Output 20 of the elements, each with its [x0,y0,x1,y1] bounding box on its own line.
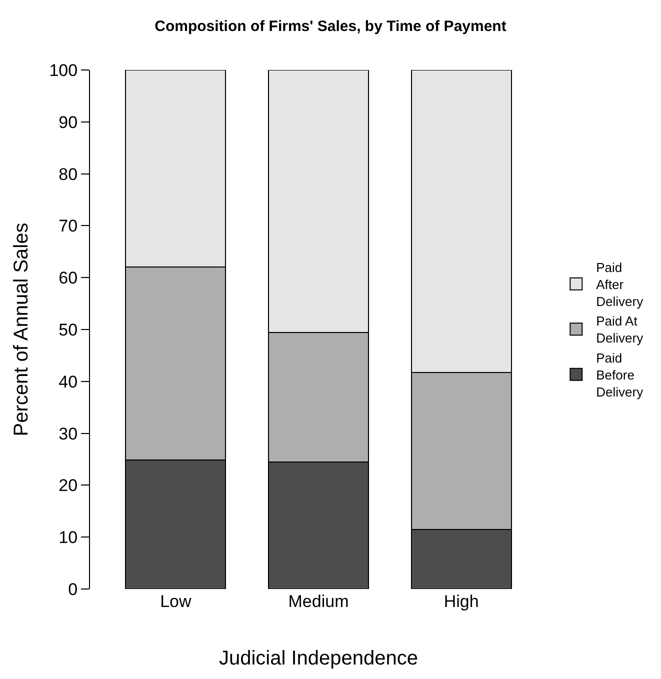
y-tick-label: 30 [58,424,78,444]
x-tick-label: High [444,592,479,611]
x-axis-title: Judicial Independence [218,648,418,670]
x-tick-label: Low [160,592,192,611]
y-tick-label: 100 [49,60,78,80]
y-tick-label: 20 [58,476,78,496]
y-tick-label: 70 [58,216,78,236]
chart-title: Composition of Firms' Sales, by Time of Payment [154,18,506,35]
y-tick-label: 90 [58,112,78,132]
legend-label: Paid Before Delivery [596,350,644,400]
y-tick-label: 10 [58,528,78,548]
y-tick-label: 50 [58,320,78,340]
y-tick-label: 0 [68,580,78,599]
y-axis-title: Percent of Annual Sales [10,222,33,436]
legend-label: Paid At Delivery [596,314,644,346]
y-tick-label: 60 [58,268,78,288]
legend-label: Paid After Delivery [596,260,644,309]
y-tick-label: 40 [58,372,78,392]
x-tick-label: Medium [288,592,349,611]
y-tick-label: 80 [58,164,78,184]
